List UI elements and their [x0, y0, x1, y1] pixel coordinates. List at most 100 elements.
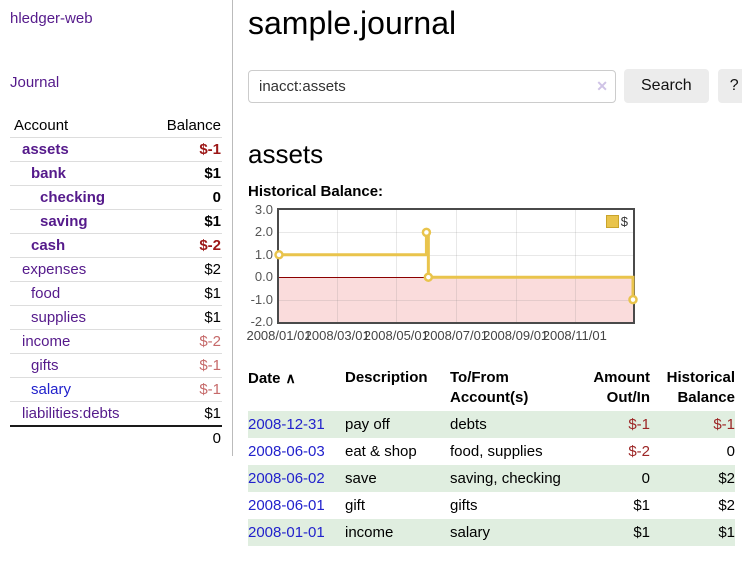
balance-chart: $ 3.0 2.0 1.0 0.0 -1.0 -2.0 2008/01/01 2008/03/…: [246, 202, 742, 348]
gridline-horizontal: [279, 232, 633, 233]
accounts-table-body: assets $-1 bank $1 checking 0 saving $1 cash $-2 e…: [10, 137, 222, 427]
y-axis-tick-label: 2.0: [254, 224, 273, 240]
transaction-description: pay off: [345, 416, 390, 433]
sidebar-account-link-cash[interactable]: cash: [31, 237, 66, 254]
account-balance: $-1: [147, 353, 222, 378]
sidebar-account-link-liabilities-debts[interactable]: liabilities:debts: [22, 405, 120, 422]
y-axis-tick-label: 0.0: [254, 269, 273, 285]
transaction-description: income: [345, 524, 394, 541]
sidebar-account-link-expenses[interactable]: expenses: [22, 261, 87, 278]
main-content: sample.journal ✕ Search ? assets Histori…: [233, 0, 742, 546]
help-button[interactable]: ?: [717, 69, 742, 103]
transaction-row: 2008-01-01 income salary $1 $1: [248, 519, 735, 546]
register-header-amount: Amount Out/In: [593, 369, 650, 406]
account-name-cell: saving: [10, 209, 148, 234]
chart-plot-area: $: [274, 208, 638, 324]
account-name-cell: salary: [10, 377, 148, 402]
negative-region: [279, 277, 633, 322]
account-balance: 0: [147, 185, 222, 210]
y-axis-tick-label: -1.0: [250, 291, 273, 307]
gridline-vertical: [456, 210, 457, 322]
transaction-date-link[interactable]: 2008-06-03: [248, 443, 325, 460]
transaction-row: 2008-12-31 pay off debts $-1 $-1: [248, 411, 735, 438]
transaction-amount: $1: [633, 524, 650, 541]
transaction-accounts: saving, checking: [450, 470, 561, 487]
transaction-row: 2008-06-03 eat & shop food, supplies $-2 0: [248, 438, 735, 465]
search-input-wrap: ✕: [248, 69, 616, 103]
account-row: cash $-2: [10, 233, 222, 258]
search-input[interactable]: [248, 69, 616, 103]
data-point-marker: [628, 294, 638, 305]
account-row: income $-2: [10, 329, 222, 354]
chart-label: Historical Balance:: [248, 183, 384, 200]
accounts-total-row: 0: [10, 425, 222, 450]
x-axis-tick-label: 2008/09/01: [483, 328, 549, 343]
chart-legend: $: [605, 214, 628, 229]
transaction-row: 2008-06-02 save saving, checking 0 $2: [248, 465, 735, 492]
transaction-balance: $-1: [713, 416, 735, 433]
register-header-balance: Historical Balance: [666, 369, 735, 406]
clear-search-icon[interactable]: ✕: [596, 77, 608, 94]
transaction-date-link[interactable]: 2008-01-01: [248, 524, 325, 541]
transaction-description: gift: [345, 497, 366, 514]
accounts-header-row: Account Balance: [10, 114, 222, 138]
account-name-cell: bank: [10, 161, 148, 186]
sidebar-account-link-assets[interactable]: assets: [22, 141, 69, 158]
accounts-total-value: 0: [147, 425, 222, 450]
data-point-marker: [421, 227, 432, 238]
gridline-vertical: [337, 210, 338, 322]
register-header-row: Date ∧ Description To/From Account(s) Amo…: [248, 364, 735, 411]
transaction-balance: $1: [718, 524, 735, 541]
app-title-link[interactable]: hledger-web: [10, 10, 93, 27]
account-balance: $-1: [147, 377, 222, 402]
y-axis-tick-label: 3.0: [254, 202, 273, 217]
gridline-vertical: [516, 210, 517, 322]
gridline-vertical: [575, 210, 576, 322]
sidebar: hledger-web Journal Account Balance asse…: [0, 0, 233, 456]
y-axis-tick-label: -2.0: [250, 314, 273, 329]
account-name-cell: liabilities:debts: [10, 401, 148, 427]
account-name-cell: checking: [10, 185, 148, 210]
account-balance: $1: [147, 161, 222, 186]
sidebar-account-link-supplies[interactable]: supplies: [31, 309, 87, 326]
transaction-date-link[interactable]: 2008-06-02: [248, 470, 325, 487]
account-balance: $1: [147, 305, 222, 330]
page-title: sample.journal: [248, 5, 457, 41]
account-heading: assets: [248, 139, 324, 169]
x-axis-tick-label: 2008/03/01: [304, 328, 370, 343]
transaction-date-link[interactable]: 2008-06-01: [248, 497, 325, 514]
sidebar-account-link-gifts[interactable]: gifts: [31, 357, 59, 374]
sidebar-account-link-checking[interactable]: checking: [40, 189, 106, 206]
transaction-date-link[interactable]: 2008-12-31: [248, 416, 325, 433]
account-row: gifts $-1: [10, 353, 222, 378]
account-name-cell: food: [10, 281, 148, 306]
account-row: expenses $2: [10, 257, 222, 282]
transaction-date-cell: 2008-06-03: [248, 438, 345, 465]
account-name-cell: cash: [10, 233, 148, 258]
sidebar-nav: Journal: [10, 74, 222, 92]
x-axis-tick-label: 2008/11/01: [542, 328, 607, 343]
transaction-amount: 0: [641, 470, 650, 487]
register-header-description: Description: [345, 369, 428, 386]
page: hledger-web Journal Account Balance asse…: [0, 0, 742, 546]
register-table-body: 2008-12-31 pay off debts $-1 $-1 2008-06-03 ea…: [248, 411, 735, 546]
data-point-marker: [274, 250, 284, 260]
legend-swatch-icon: [605, 215, 619, 228]
register-header-date[interactable]: Date ∧: [248, 364, 345, 411]
account-balance: $-2: [147, 233, 222, 258]
nav-journal-link[interactable]: Journal: [10, 74, 60, 91]
sidebar-account-link-food[interactable]: food: [31, 285, 61, 302]
sidebar-account-link-bank[interactable]: bank: [31, 165, 67, 182]
transaction-date-cell: 2008-06-01: [248, 492, 345, 519]
sidebar-account-link-income[interactable]: income: [22, 333, 71, 350]
account-row: bank $1: [10, 161, 222, 186]
balance-column-header: Balance: [147, 114, 222, 138]
search-button[interactable]: Search: [624, 69, 709, 103]
account-row: salary $-1: [10, 377, 222, 402]
sidebar-account-link-salary[interactable]: salary: [31, 381, 72, 398]
transaction-balance: 0: [726, 443, 735, 460]
transaction-amount: $-2: [628, 443, 650, 460]
sidebar-account-link-saving[interactable]: saving: [40, 213, 88, 230]
search-form: ✕ Search ?: [248, 69, 742, 103]
transaction-date-cell: 2008-06-02: [248, 465, 345, 492]
